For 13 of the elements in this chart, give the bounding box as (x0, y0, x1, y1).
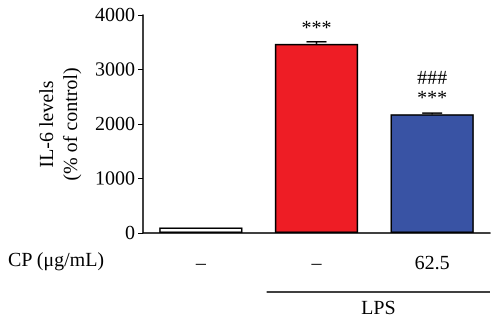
y-tick-label: 0 (125, 222, 135, 244)
data-label: *** (302, 16, 332, 39)
y-axis-title: IL-6 levels (% of control) (36, 67, 82, 181)
y-tick-label: 4000 (95, 4, 135, 26)
y-tick-label: 1000 (95, 168, 135, 190)
x-tick-label: – (310, 252, 322, 274)
x-tick-label: – (194, 252, 207, 274)
y-tick-label: 3000 (95, 58, 135, 80)
data-label: ### *** (417, 67, 448, 110)
text: LPS (361, 297, 396, 319)
y-tick-label: 2000 (95, 113, 135, 135)
x-tick-label: 62.5 (414, 252, 450, 274)
x-axis-title: CP (μg/mL) (8, 249, 104, 271)
